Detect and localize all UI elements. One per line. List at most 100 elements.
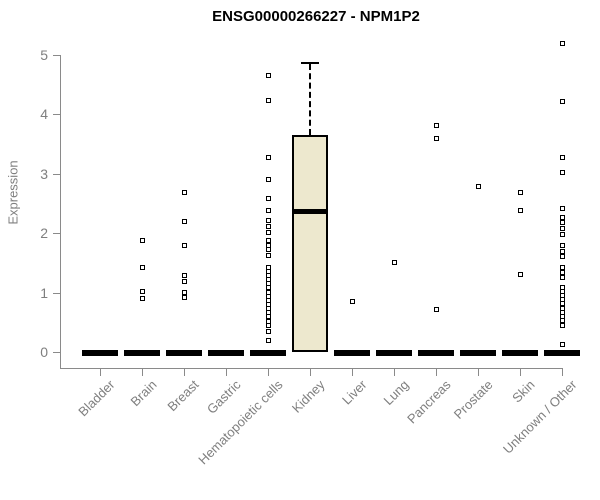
x-axis-tick <box>310 369 311 376</box>
chart-title: ENSG00000266227 - NPM1P2 <box>212 8 420 25</box>
outlier-point <box>560 270 565 275</box>
outlier-point <box>518 272 523 277</box>
zero-median-bar <box>208 350 244 356</box>
outlier-point <box>266 338 271 343</box>
outlier-point <box>182 290 187 295</box>
outlier-point <box>266 196 271 201</box>
x-axis-tick <box>100 369 101 376</box>
outlier-point <box>560 243 565 248</box>
outlier-point <box>434 307 439 312</box>
outlier-point <box>560 41 565 46</box>
zero-median-bar <box>544 350 580 356</box>
x-axis-tick <box>184 369 185 376</box>
outlier-point <box>266 238 271 243</box>
outlier-point <box>266 155 271 160</box>
y-axis-tick <box>53 114 60 116</box>
outlier-point <box>182 295 187 300</box>
outlier-point <box>266 247 271 252</box>
outlier-point <box>140 238 145 243</box>
y-axis-line <box>60 55 61 369</box>
outlier-point <box>476 184 481 189</box>
whisker-cap <box>301 62 319 65</box>
x-axis-tick <box>394 369 395 376</box>
outlier-point <box>182 279 187 284</box>
outlier-point <box>434 136 439 141</box>
outlier-point <box>140 265 145 270</box>
outlier-point <box>266 314 271 319</box>
y-tick-label: 4 <box>40 106 48 123</box>
y-axis-tick <box>53 292 60 294</box>
outlier-point <box>518 208 523 213</box>
y-axis-tick <box>53 173 60 175</box>
outlier-point <box>266 253 271 258</box>
x-axis-tick <box>268 369 269 376</box>
outlier-point <box>560 226 565 231</box>
outlier-point <box>182 190 187 195</box>
outlier-point <box>560 220 565 225</box>
outlier-point <box>392 260 397 265</box>
median-line <box>292 208 328 214</box>
outlier-point <box>560 206 565 211</box>
outlier-point <box>266 98 271 103</box>
whisker-stem <box>309 64 311 135</box>
x-axis-tick <box>142 369 143 376</box>
zero-median-bar <box>166 350 202 356</box>
outlier-point <box>560 215 565 220</box>
zero-median-bar <box>334 350 370 356</box>
x-axis-tick <box>562 369 563 376</box>
outlier-point <box>140 289 145 294</box>
x-axis-tick <box>478 369 479 376</box>
zero-median-bar <box>460 350 496 356</box>
zero-median-bar <box>124 350 160 356</box>
outlier-point <box>560 232 565 237</box>
outlier-point <box>560 99 565 104</box>
zero-median-bar <box>250 350 286 356</box>
outlier-point <box>266 323 271 328</box>
outlier-point <box>266 208 271 213</box>
box-iqr <box>292 134 328 352</box>
outlier-point <box>266 218 271 223</box>
outlier-point <box>266 329 271 334</box>
y-axis-tick <box>53 55 60 56</box>
outlier-point <box>266 285 271 290</box>
outlier-point <box>560 249 565 254</box>
outlier-point <box>182 219 187 224</box>
x-axis-tick <box>436 369 437 376</box>
x-axis-tick <box>352 369 353 376</box>
y-axis-tick <box>53 352 60 353</box>
y-tick-label: 2 <box>40 225 48 242</box>
x-axis-tick <box>520 369 521 376</box>
outlier-point <box>560 323 565 328</box>
x-axis-line <box>60 368 563 369</box>
outlier-point <box>266 73 271 78</box>
outlier-point <box>182 243 187 248</box>
outlier-point <box>140 296 145 301</box>
y-tick-label: 3 <box>40 165 48 182</box>
outlier-point <box>560 254 565 259</box>
outlier-point <box>560 155 565 160</box>
outlier-point <box>560 342 565 347</box>
outlier-point <box>518 190 523 195</box>
zero-median-bar <box>418 350 454 356</box>
outlier-point <box>560 301 565 306</box>
outlier-point <box>266 224 271 229</box>
y-tick-label: 5 <box>40 47 48 63</box>
y-tick-label: 1 <box>40 284 48 301</box>
outlier-point <box>266 230 271 235</box>
zero-median-bar <box>82 350 118 356</box>
outlier-point <box>182 273 187 278</box>
zero-median-bar <box>502 350 538 356</box>
outlier-point <box>350 299 355 304</box>
y-tick-label: 0 <box>40 344 48 360</box>
y-axis-tick <box>53 233 60 235</box>
y-axis-label: Expression <box>5 160 21 225</box>
outlier-point <box>266 177 271 182</box>
outlier-point <box>560 318 565 323</box>
outlier-point <box>434 123 439 128</box>
outlier-point <box>560 265 565 270</box>
zero-median-bar <box>376 350 412 356</box>
x-axis-tick <box>226 369 227 376</box>
outlier-point <box>560 170 565 175</box>
outlier-point <box>560 275 565 280</box>
